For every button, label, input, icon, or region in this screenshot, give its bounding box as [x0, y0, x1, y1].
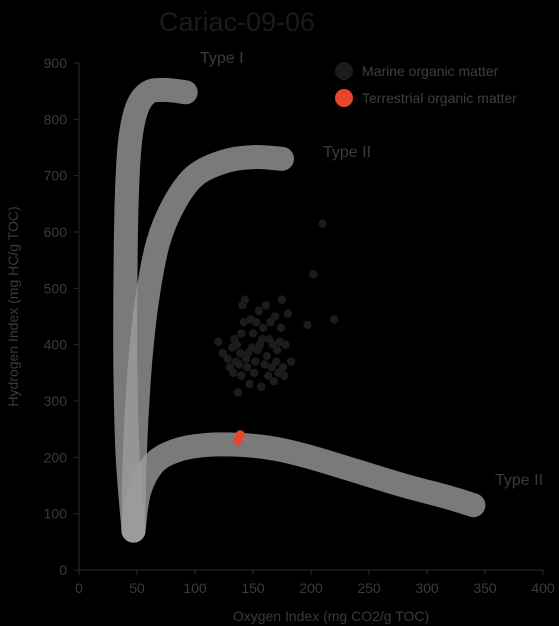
- y-tick-label: 700: [44, 168, 68, 184]
- marine-data-point: [262, 351, 272, 361]
- marine-data-point: [232, 340, 241, 349]
- marine-data-point: [318, 219, 327, 228]
- marine-data-point: [223, 354, 232, 363]
- marine-data-point: [281, 340, 290, 349]
- x-tick-label: 50: [129, 580, 145, 596]
- marine-data-point: [278, 363, 288, 372]
- marine-data-point: [249, 368, 259, 378]
- x-tick-label: 350: [473, 580, 497, 596]
- x-tick-label: 150: [241, 580, 265, 596]
- x-tick-label: 300: [415, 580, 439, 596]
- marine-data-point: [256, 382, 266, 392]
- chart-title: Cariac-09-06: [159, 7, 315, 37]
- y-axis-label: Hydrogen Index (mg HC/g TOC): [5, 206, 21, 406]
- legend: Marine organic matter Terrestrial organic…: [335, 62, 517, 107]
- marine-data-point: [267, 363, 276, 372]
- marine-data-point: [240, 295, 250, 304]
- marine-data-point: [260, 360, 269, 369]
- marine-data-point: [276, 323, 286, 332]
- kerogen-type-labels: Type I Type II Type II: [200, 50, 543, 489]
- marine-data-point: [268, 340, 277, 349]
- y-tick-label: 500: [44, 280, 68, 296]
- marine-data-point: [266, 317, 275, 327]
- marine-data-point: [234, 360, 244, 369]
- axes: 0 50 100 150 200 250 300 350 400 0 100 200 300 400 500…: [5, 55, 555, 624]
- y-tick-label: 300: [44, 393, 68, 409]
- marine-data-point: [287, 357, 296, 366]
- marine-data-point: [280, 371, 289, 380]
- marine-data-point: [239, 317, 248, 327]
- marine-data-point: [270, 312, 280, 321]
- legend-marker-1: [335, 62, 353, 80]
- marine-data-point: [263, 371, 273, 380]
- y-tick-label: 400: [44, 337, 68, 353]
- x-axis-label: Oxygen Index (mg CO2/g TOC): [233, 608, 429, 624]
- y-tick-label: 900: [44, 55, 68, 71]
- marine-data-point: [243, 363, 252, 372]
- marine-data-point: [269, 377, 279, 386]
- marine-data-point: [330, 315, 339, 324]
- y-tick-label: 600: [44, 224, 68, 240]
- x-tick-label: 0: [75, 580, 83, 596]
- y-tick-label: 800: [44, 111, 68, 127]
- marine-data-point: [283, 309, 292, 318]
- marine-data-point: [251, 357, 260, 366]
- kerogen-label-1: Type I: [200, 50, 244, 67]
- marine-data-point: [309, 270, 318, 279]
- legend-marker-2: [335, 89, 353, 107]
- x-tick-label: 400: [531, 580, 555, 596]
- marine-data-point: [261, 301, 270, 310]
- marine-data-point: [237, 371, 246, 380]
- kerogen-type-curves: [113, 77, 486, 543]
- y-tick-label: 0: [59, 562, 67, 578]
- marine-data-point: [254, 306, 263, 316]
- marine-data-point: [214, 337, 223, 347]
- y-tick-label: 100: [44, 506, 68, 522]
- marine-data-point: [248, 329, 258, 338]
- marine-data-point: [236, 348, 245, 358]
- x-tick-label: 100: [183, 580, 207, 596]
- y-tick-label: 200: [44, 449, 68, 465]
- marine-data-point: [245, 379, 254, 389]
- marine-data-point: [229, 368, 238, 378]
- x-tick-label: 250: [357, 580, 381, 596]
- legend-label-1: Marine organic matter: [362, 63, 499, 79]
- legend-label-2: Terrestrial organic matter: [362, 90, 517, 106]
- kerogen-curve-3: [121, 432, 486, 543]
- kerogen-label-3: Type II: [495, 472, 543, 489]
- marine-data-point: [259, 323, 268, 332]
- terrestrial-data-point: [235, 430, 245, 440]
- x-tick-label: 200: [299, 580, 323, 596]
- marine-data-point: [277, 295, 287, 304]
- marine-data-point: [273, 346, 282, 355]
- marine-data-point: [303, 320, 312, 330]
- marine-data-point: [237, 329, 246, 338]
- marine-data-point: [252, 317, 261, 327]
- marine-data-point: [218, 348, 228, 358]
- data-points: [214, 219, 339, 446]
- marine-data-point: [233, 388, 243, 397]
- kerogen-curve-2: [121, 145, 294, 543]
- marine-data-point: [272, 357, 281, 366]
- marine-data-point: [258, 334, 267, 344]
- kerogen-label-2: Type II: [323, 144, 371, 161]
